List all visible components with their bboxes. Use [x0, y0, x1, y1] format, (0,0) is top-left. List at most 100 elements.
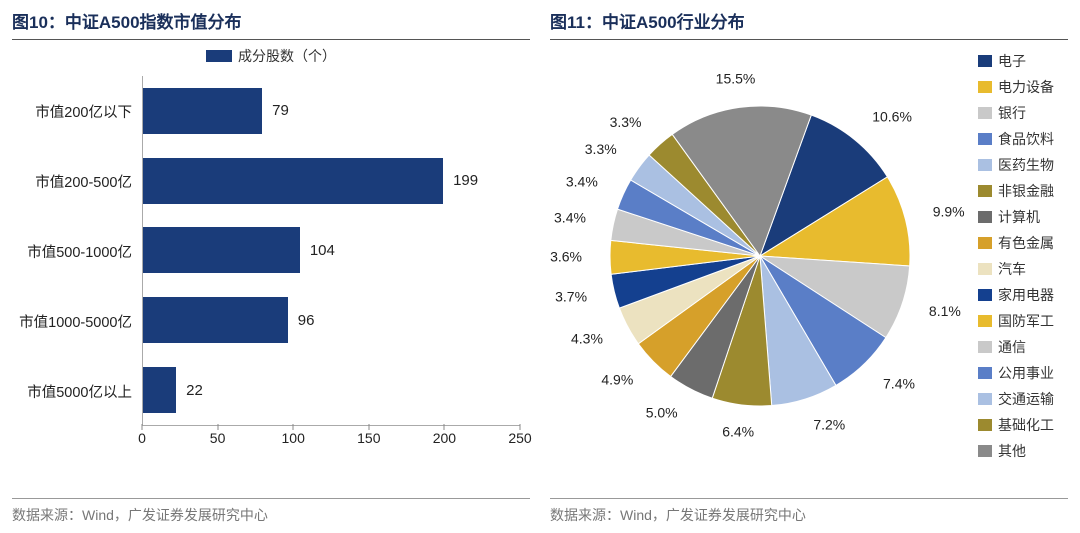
legend-label: 汽车 — [998, 259, 1026, 279]
legend-swatch — [978, 419, 992, 431]
bar-category-label: 市值200-500亿 — [12, 171, 140, 192]
pie-slice-label: 10.6% — [872, 109, 912, 125]
bar-row: 96 — [143, 294, 520, 346]
bar-legend: 成分股数（个） — [12, 46, 530, 66]
legend-swatch — [978, 263, 992, 275]
legend-swatch — [978, 159, 992, 171]
pie-legend-item: 公用事业 — [978, 363, 1054, 383]
pie-slice-label: 7.4% — [883, 375, 915, 391]
left-panel: 图10：中证A500指数市值分布 成分股数（个） 市值200亿以下市值200-5… — [12, 8, 530, 525]
pie-slice-label: 6.4% — [722, 423, 754, 439]
bar — [143, 88, 262, 134]
bar-category-label: 市值500-1000亿 — [12, 241, 140, 262]
bar-category-label: 市值200亿以下 — [12, 101, 140, 122]
bar — [143, 297, 288, 343]
legend-swatch — [978, 81, 992, 93]
bar-value: 96 — [298, 312, 315, 329]
legend-swatch — [978, 341, 992, 353]
pie-legend-item: 银行 — [978, 103, 1054, 123]
bar-category-label: 市值1000-5000亿 — [12, 311, 140, 332]
right-source: 数据来源：Wind，广发证券发展研究中心 — [550, 498, 1068, 525]
pie-legend-item: 家用电器 — [978, 285, 1054, 305]
x-tick-label: 150 — [357, 430, 380, 446]
pie-legend-item: 汽车 — [978, 259, 1054, 279]
legend-label: 医药生物 — [998, 155, 1054, 175]
bar-category-label: 市值5000亿以上 — [12, 381, 140, 402]
right-panel: 图11：中证A500行业分布 10.6% 9.9% 8.1% 7.4% 7.2% 6.4%… — [550, 8, 1068, 525]
pie-legend-item: 通信 — [978, 337, 1054, 357]
pie-legend-item: 计算机 — [978, 207, 1054, 227]
legend-swatch — [978, 211, 992, 223]
legend-swatch — [978, 185, 992, 197]
legend-label: 其他 — [998, 441, 1026, 461]
pie-slice-label: 3.3% — [585, 141, 617, 157]
pie-legend-item: 医药生物 — [978, 155, 1054, 175]
legend-label: 食品饮料 — [998, 129, 1054, 149]
pie-legend-item: 交通运输 — [978, 389, 1054, 409]
pie-slice-label: 5.0% — [646, 405, 678, 421]
pie-slice-label: 4.9% — [601, 372, 633, 388]
legend-label: 电力设备 — [998, 77, 1054, 97]
bar-x-ticks: 050100150200250 — [142, 430, 520, 456]
right-chart-area: 10.6%9.9%8.1%7.4%7.2%6.4%5.0%4.9%4.3%3.7… — [550, 46, 1068, 494]
pie-legend-item: 电力设备 — [978, 77, 1054, 97]
pie-legend-item: 基础化工 — [978, 415, 1054, 435]
bar-row: 104 — [143, 224, 520, 276]
legend-label: 非银金融 — [998, 181, 1054, 201]
pie-legend-item: 非银金融 — [978, 181, 1054, 201]
x-tick-label: 0 — [138, 430, 146, 446]
pie-slice-label: 3.6% — [550, 248, 582, 264]
pie-slice-label: 7.2% — [813, 417, 845, 433]
pie-legend-item: 食品饮料 — [978, 129, 1054, 149]
legend-label: 有色金属 — [998, 233, 1054, 253]
pie-wrap: 10.6%9.9%8.1%7.4%7.2%6.4%5.0%4.9%4.3%3.7… — [550, 46, 1068, 466]
x-tick-label: 250 — [508, 430, 531, 446]
pie-chart: 10.6%9.9%8.1%7.4%7.2%6.4%5.0%4.9%4.3%3.7… — [550, 46, 970, 466]
x-tick-label: 100 — [282, 430, 305, 446]
pie-slice-label: 3.4% — [566, 173, 598, 189]
legend-swatch — [978, 107, 992, 119]
pie-slice-label: 15.5% — [716, 70, 756, 86]
left-title: 图10：中证A500指数市值分布 — [12, 8, 530, 40]
legend-label: 基础化工 — [998, 415, 1054, 435]
bar-row: 79 — [143, 85, 520, 137]
legend-swatch — [206, 50, 232, 62]
legend-label: 交通运输 — [998, 389, 1054, 409]
pie-slice-label: 9.9% — [933, 204, 965, 220]
bar-row: 199 — [143, 155, 520, 207]
legend-swatch — [978, 367, 992, 379]
left-source: 数据来源：Wind，广发证券发展研究中心 — [12, 498, 530, 525]
legend-label: 家用电器 — [998, 285, 1054, 305]
bar-value: 79 — [272, 102, 289, 119]
pie-legend-item: 有色金属 — [978, 233, 1054, 253]
pie-legend-item: 电子 — [978, 51, 1054, 71]
legend-swatch — [978, 55, 992, 67]
bar-value: 22 — [186, 382, 203, 399]
x-tick-label: 50 — [210, 430, 226, 446]
pie-slice-label: 3.4% — [554, 209, 586, 225]
bar-y-labels: 市值200亿以下市值200-500亿市值500-1000亿市值1000-5000… — [12, 76, 140, 426]
bar-legend-label: 成分股数（个） — [238, 46, 336, 66]
bar — [143, 227, 300, 273]
legend-swatch — [978, 289, 992, 301]
legend-swatch — [978, 133, 992, 145]
bar — [143, 158, 443, 204]
legend-swatch — [978, 315, 992, 327]
bar-row: 22 — [143, 364, 520, 416]
pie-legend: 电子电力设备银行食品饮料医药生物非银金融计算机有色金属汽车家用电器国防军工通信公… — [978, 51, 1054, 461]
pie-slice-label: 4.3% — [571, 330, 603, 346]
legend-label: 电子 — [998, 51, 1026, 71]
pie-slice-label: 8.1% — [929, 303, 961, 319]
bar-chart: 市值200亿以下市值200-500亿市值500-1000亿市值1000-5000… — [12, 76, 530, 456]
legend-label: 银行 — [998, 103, 1026, 123]
legend-swatch — [978, 393, 992, 405]
right-title: 图11：中证A500行业分布 — [550, 8, 1068, 40]
legend-swatch — [978, 237, 992, 249]
bar-value: 199 — [453, 172, 478, 189]
pie-legend-item: 其他 — [978, 441, 1054, 461]
legend-label: 公用事业 — [998, 363, 1054, 383]
bar-value: 104 — [310, 242, 335, 259]
bar — [143, 367, 176, 413]
left-chart-area: 成分股数（个） 市值200亿以下市值200-500亿市值500-1000亿市值1… — [12, 46, 530, 494]
bar-rows: 79 199 104 96 22 — [142, 76, 520, 426]
